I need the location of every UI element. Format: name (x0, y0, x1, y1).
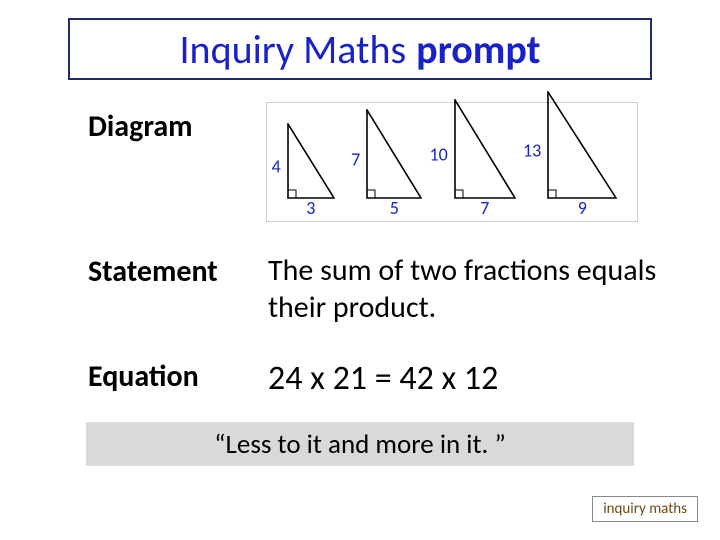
triangle-1: 75 (366, 109, 422, 219)
triangle-3: 139 (547, 91, 617, 219)
triangle-shape (366, 109, 422, 199)
triangle-shape (287, 123, 335, 199)
triangle-2: 107 (454, 99, 516, 219)
triangle-vertical-label: 7 (351, 149, 360, 171)
triangle-0: 43 (287, 123, 335, 219)
equation-text: 24 x 21 = 42 x 12 (268, 358, 498, 399)
equation-label: Equation (88, 358, 199, 395)
quote-text: “Less to it and more in it. ” (214, 428, 506, 461)
triangle-base-label: 3 (306, 197, 315, 219)
quote-bar: “Less to it and more in it. ” (86, 422, 634, 466)
triangle-shape (547, 91, 617, 199)
triangle-shape (454, 99, 516, 199)
triangle-vertical-label: 13 (523, 140, 541, 162)
triangle-vertical-label: 10 (430, 144, 448, 166)
diagram-label: Diagram (88, 108, 193, 145)
footer-tag: inquiry maths (592, 496, 698, 522)
statement-text: The sum of two fractions equals their pr… (268, 253, 668, 326)
title-box: Inquiry Maths prompt (68, 18, 652, 80)
statement-label: Statement (88, 253, 218, 290)
triangle-base-label: 9 (578, 197, 587, 219)
triangles-panel: 4375107139 (266, 102, 638, 222)
title-part2: prompt (416, 25, 540, 74)
triangle-base-label: 7 (480, 197, 489, 219)
triangle-base-label: 5 (390, 197, 399, 219)
title-part1: Inquiry Maths (179, 25, 406, 74)
triangle-vertical-label: 4 (272, 156, 281, 178)
